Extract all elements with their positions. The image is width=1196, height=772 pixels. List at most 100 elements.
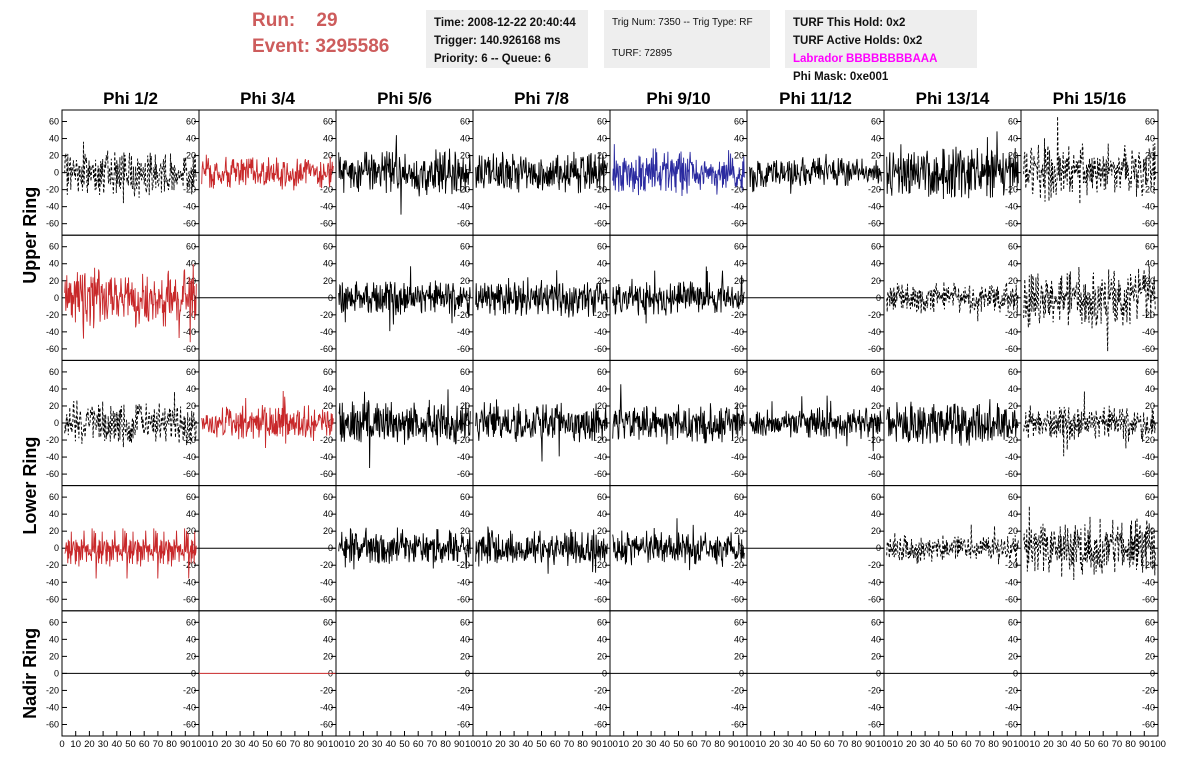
ytick-label-left-r3-6: -60 <box>46 594 59 604</box>
waveform-r1c0 <box>64 264 197 343</box>
ytick-label-r3c4-6: -60 <box>731 594 744 604</box>
turf-this-hold-text: TURF This Hold: 0x2 <box>793 17 906 29</box>
ytick-label-r0c3-6: -60 <box>594 219 607 229</box>
ytick-label-r1c4-1: 40 <box>734 259 744 269</box>
xtick-label-c2-1: 10 <box>344 739 355 750</box>
ytick-label-r4c2-2: 20 <box>460 651 470 661</box>
ytick-label-r4c4-6: -60 <box>731 719 744 729</box>
xtick-label-c7-9: 90 <box>1139 739 1150 750</box>
ytick-label-r1c4-6: -60 <box>731 344 744 354</box>
ytick-label-r3c3-2: 20 <box>597 526 607 536</box>
xtick-label-c4-2: 20 <box>632 739 643 750</box>
ytick-label-r4c1-0: 60 <box>323 617 333 627</box>
panel-frame-r2c0 <box>61 359 200 487</box>
ytick-label-r4c5-2: 20 <box>871 651 881 661</box>
xtick-label-c6-10: 100 <box>1013 739 1029 750</box>
column-header-3: Phi 5/6 <box>377 89 432 108</box>
ytick-label-left-r3-5: -40 <box>46 577 59 587</box>
xtick-label-c1-8: 80 <box>303 739 314 750</box>
xtick-label-c1-3: 30 <box>235 739 246 750</box>
ytick-label-r1c3-2: 20 <box>597 276 607 286</box>
ytick-label-r4c5-4: -20 <box>868 685 881 695</box>
xtick-label-c1-5: 50 <box>262 739 273 750</box>
waveform-r0c7 <box>1023 116 1156 205</box>
xtick-label-c0-4: 40 <box>112 739 123 750</box>
xtick-label-c7-5: 50 <box>1084 739 1095 750</box>
turf-text: TURF: 72895 <box>612 48 673 59</box>
column-header-7: Phi 13/14 <box>916 89 990 108</box>
xtick-label-c2-8: 80 <box>440 739 451 750</box>
ytick-label-r1c4-4: -20 <box>731 310 744 320</box>
xtick-label-c1-7: 70 <box>290 739 301 750</box>
ytick-label-r0c4-4: -20 <box>731 185 744 195</box>
ytick-label-r3c6-2: 20 <box>1008 526 1018 536</box>
ytick-label-r2c3-4: -20 <box>594 435 607 445</box>
ytick-label-r3c3-6: -60 <box>594 594 607 604</box>
ytick-label-r2c4-2: 20 <box>734 401 744 411</box>
ytick-label-r2c2-2: 20 <box>460 401 470 411</box>
waveform-r2c2 <box>338 389 471 469</box>
ytick-label-r3c6-3: 0 <box>1013 543 1018 553</box>
ytick-label-r1c6-2: 20 <box>1008 276 1018 286</box>
xtick-label-c1-4: 40 <box>249 739 260 750</box>
labrador-text: Labrador BBBBBBBBAAA <box>793 53 938 65</box>
phi-mask-text: Phi Mask: 0xe001 <box>793 71 889 83</box>
xtick-label-c1-2: 20 <box>221 739 232 750</box>
ytick-label-r0c7-6: -60 <box>1142 219 1155 229</box>
run-value: 29 <box>316 10 338 31</box>
ytick-label-r3c2-4: -20 <box>457 560 470 570</box>
ytick-label-r1c2-3: 0 <box>465 293 470 303</box>
xtick-label-c1-6: 60 <box>276 739 287 750</box>
xtick-label-c7-1: 10 <box>1029 739 1040 750</box>
column-header-4: Phi 7/8 <box>514 89 569 108</box>
trig-info-box: Trig Num: 7350 -- Trig Type: RF TURF: 72… <box>604 10 770 68</box>
ytick-label-left-r0-2: 20 <box>49 151 59 161</box>
ytick-label-r2c3-1: 40 <box>597 384 607 394</box>
ytick-label-r2c1-6: -60 <box>320 469 333 479</box>
ytick-label-left-r3-4: -20 <box>46 560 59 570</box>
xtick-label-c5-4: 40 <box>797 739 808 750</box>
ytick-label-r4c3-2: 20 <box>597 651 607 661</box>
ytick-label-r3c4-5: -40 <box>731 577 744 587</box>
ytick-label-r4c5-1: 40 <box>871 634 881 644</box>
xtick-label-c5-6: 60 <box>824 739 835 750</box>
ytick-label-r1c1-6: -60 <box>320 344 333 354</box>
xtick-label-c4-4: 40 <box>660 739 671 750</box>
ytick-label-r3c0-3: 0 <box>191 543 196 553</box>
waveform-r1c4 <box>612 266 745 324</box>
xtick-label-c7-7: 70 <box>1112 739 1123 750</box>
ytick-label-r1c6-1: 40 <box>1008 259 1018 269</box>
ytick-label-r1c5-2: 20 <box>871 276 881 286</box>
waveform-r2c4 <box>612 384 745 445</box>
ytick-label-r0c1-5: -40 <box>320 202 333 212</box>
event-value: 3295586 <box>315 36 390 57</box>
ytick-label-r1c7-2: 20 <box>1145 276 1155 286</box>
ytick-label-left-r4-3: 0 <box>54 668 59 678</box>
ytick-label-r3c7-5: -40 <box>1142 577 1155 587</box>
xtick-label-c0-9: 90 <box>180 739 191 750</box>
xtick-label-c6-8: 80 <box>988 739 999 750</box>
ytick-label-r4c1-2: 20 <box>323 651 333 661</box>
waveform-r3c6 <box>886 524 1019 568</box>
xtick-label-c5-5: 50 <box>810 739 821 750</box>
ytick-label-r0c6-6: -60 <box>1005 219 1018 229</box>
ytick-label-left-r1-3: 0 <box>54 293 59 303</box>
ytick-label-r1c7-5: -40 <box>1142 327 1155 337</box>
ytick-label-r4c6-6: -60 <box>1005 719 1018 729</box>
waveform-r3c4 <box>612 518 745 571</box>
xtick-label-c5-8: 80 <box>851 739 862 750</box>
ytick-label-r1c2-6: -60 <box>457 344 470 354</box>
ytick-label-r3c7-0: 60 <box>1145 492 1155 502</box>
xtick-label-c7-6: 60 <box>1098 739 1109 750</box>
ytick-label-left-r3-1: 40 <box>49 509 59 519</box>
ytick-label-r2c4-6: -60 <box>731 469 744 479</box>
ytick-label-r0c1-2: 20 <box>323 151 333 161</box>
ytick-label-r1c5-6: -60 <box>868 344 881 354</box>
ytick-label-r1c3-5: -40 <box>594 327 607 337</box>
ytick-label-r3c0-6: -60 <box>183 594 196 604</box>
ytick-label-left-r0-3: 0 <box>54 168 59 178</box>
ytick-label-left-r4-2: 20 <box>49 651 59 661</box>
waveform-r2c3 <box>475 399 608 462</box>
ytick-label-r3c6-0: 60 <box>1008 492 1018 502</box>
ytick-label-left-r2-6: -60 <box>46 469 59 479</box>
